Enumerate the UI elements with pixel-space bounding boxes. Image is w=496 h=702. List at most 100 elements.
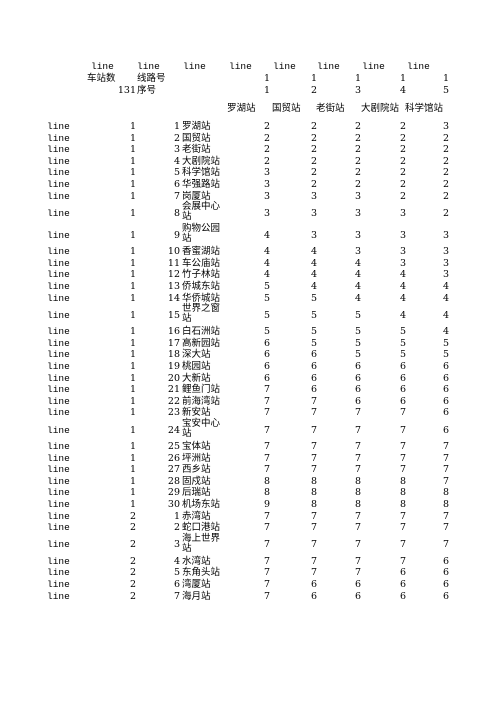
row-value-4: 3 xyxy=(400,246,407,258)
row-value-1: 7 xyxy=(264,452,271,464)
row-value-2: 5 xyxy=(311,309,318,321)
row-value-4: 6 xyxy=(400,590,407,602)
row-value-2: 7 xyxy=(311,407,318,419)
row-value-2: 5 xyxy=(311,337,318,349)
row-value-5: 2 xyxy=(443,132,450,144)
row-value-4: 2 xyxy=(400,190,407,202)
header-line-3: line xyxy=(183,61,206,72)
row-value-4: 7 xyxy=(400,452,407,464)
row-value-4: 7 xyxy=(400,407,407,419)
row-value-1: 7 xyxy=(264,424,271,436)
row-line-label: line xyxy=(47,167,70,179)
row-seq-number: 5 xyxy=(173,167,180,179)
row-route-number: 1 xyxy=(129,257,136,269)
row-line-label: line xyxy=(47,155,70,167)
row-station-name: 罗湖站 xyxy=(182,121,211,132)
row-value-5: 3 xyxy=(443,229,450,241)
row-station-name: 深大站 xyxy=(182,349,211,361)
row-value-2: 8 xyxy=(311,499,318,510)
row-value-3: 2 xyxy=(355,179,362,190)
row-value-4: 2 xyxy=(400,121,407,132)
row-seq-number: 13 xyxy=(167,281,180,292)
row-route-number: 1 xyxy=(129,246,136,258)
row-value-5: 6 xyxy=(443,567,450,579)
row-line-label: line xyxy=(47,349,70,361)
row-value-2: 2 xyxy=(311,121,318,132)
row-value-5: 7 xyxy=(443,452,450,464)
row-value-2: 7 xyxy=(311,555,318,567)
row-value-5: 4 xyxy=(443,292,450,304)
row-route-number: 1 xyxy=(129,337,136,349)
row-line-label: line xyxy=(47,522,70,534)
row-seq-number: 17 xyxy=(167,337,180,349)
row-value-5: 2 xyxy=(443,167,450,179)
row-value-4: 5 xyxy=(400,349,407,361)
row-route-number: 1 xyxy=(129,361,136,372)
row-value-1: 4 xyxy=(264,246,271,258)
row-seq-number: 23 xyxy=(167,407,180,419)
row-value-1: 7 xyxy=(264,407,271,419)
row-value-1: 5 xyxy=(264,292,271,304)
row-line-label: line xyxy=(47,395,70,407)
row-station-name: 坪洲站 xyxy=(182,452,211,464)
row-station-name: 赤湾站 xyxy=(182,510,211,522)
row-seq-number: 8 xyxy=(173,207,180,219)
row-value-3: 7 xyxy=(355,464,362,476)
row-station-name: 宝安中心站 xyxy=(182,418,221,439)
row-value-2: 7 xyxy=(311,441,318,452)
row-value-2: 5 xyxy=(311,292,318,304)
row-value-3: 5 xyxy=(355,326,362,338)
row-value-2: 6 xyxy=(311,361,318,372)
row-value-2: 2 xyxy=(311,132,318,144)
row-route-number: 1 xyxy=(129,407,136,419)
row-station-name: 老街站 xyxy=(182,144,211,156)
row-line-label: line xyxy=(47,207,70,219)
header-station-2: 国贸站 xyxy=(272,103,301,114)
row-value-2: 3 xyxy=(311,207,318,219)
row-value-3: 7 xyxy=(355,510,362,522)
row-value-5: 7 xyxy=(443,464,450,476)
header-route-label: 线路号 xyxy=(137,73,166,84)
row-value-2: 6 xyxy=(311,372,318,384)
row-station-name: 高新园站 xyxy=(182,337,221,349)
header-station-4: 大剧院站 xyxy=(361,103,400,114)
row-station-name: 大剧院站 xyxy=(182,155,221,167)
row-route-number: 1 xyxy=(129,229,136,241)
row-station-name: 海上世界站 xyxy=(182,532,221,554)
row-route-number: 1 xyxy=(129,372,136,384)
row-route-number: 1 xyxy=(129,384,136,396)
row-value-4: 4 xyxy=(400,309,407,321)
row-route-number: 1 xyxy=(129,326,136,338)
row-value-2: 7 xyxy=(311,510,318,522)
row-route-number: 1 xyxy=(129,395,136,407)
row-line-label: line xyxy=(47,269,70,281)
row-route-number: 2 xyxy=(129,510,136,522)
row-value-3: 8 xyxy=(355,499,362,510)
row-station-name: 鲤鱼门站 xyxy=(182,384,221,396)
row-value-5: 2 xyxy=(443,190,450,202)
row-value-1: 7 xyxy=(264,384,271,396)
row-route-number: 1 xyxy=(129,424,136,436)
row-seq-number: 6 xyxy=(173,579,180,590)
header-idx-2: 2 xyxy=(311,85,318,96)
row-value-2: 7 xyxy=(311,452,318,464)
row-value-1: 4 xyxy=(264,229,271,241)
row-value-2: 5 xyxy=(311,326,318,338)
header-count-label: 车站数 xyxy=(87,73,116,84)
row-value-5: 4 xyxy=(443,281,450,292)
header-line-6: line xyxy=(317,61,340,72)
row-value-1: 2 xyxy=(264,144,271,156)
row-value-3: 5 xyxy=(355,337,362,349)
row-value-5: 2 xyxy=(443,144,450,156)
row-value-3: 6 xyxy=(355,395,362,407)
row-route-number: 1 xyxy=(129,190,136,202)
row-value-2: 4 xyxy=(311,246,318,258)
row-value-3: 7 xyxy=(355,522,362,534)
row-value-4: 7 xyxy=(400,555,407,567)
row-value-4: 6 xyxy=(400,384,407,396)
row-seq-number: 25 xyxy=(167,441,180,452)
row-value-2: 7 xyxy=(311,464,318,476)
header-line-5: line xyxy=(273,61,296,72)
row-value-2: 2 xyxy=(311,167,318,179)
row-line-label: line xyxy=(47,361,70,372)
